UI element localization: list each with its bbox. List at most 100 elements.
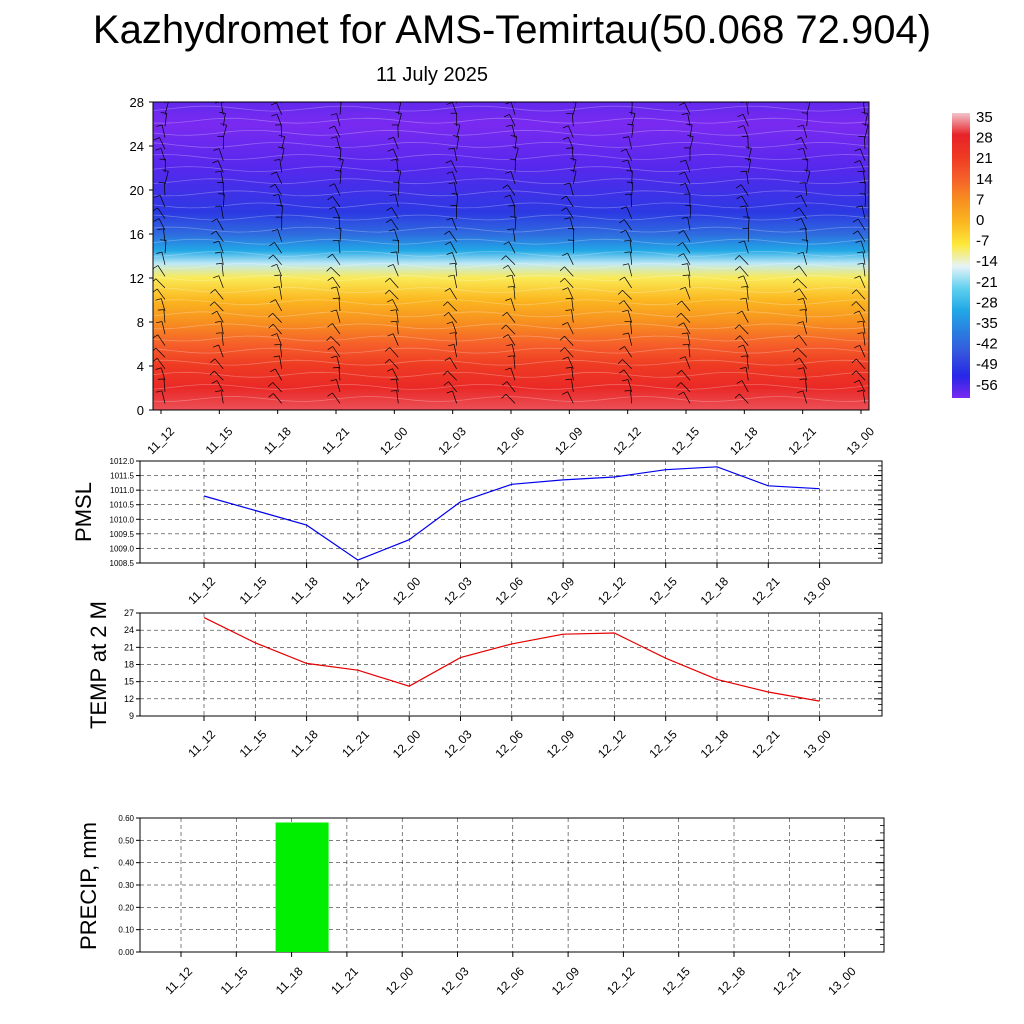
wind-barb-flag [446, 91, 451, 94]
wind-barb-flag [213, 148, 220, 151]
wind-barb [159, 194, 166, 208]
wind-barb [157, 334, 166, 346]
wind-barb [623, 300, 632, 312]
x-tick-label: 12_06 [492, 727, 526, 761]
wind-barb [743, 344, 749, 358]
wind-barb-flag [624, 251, 631, 253]
x-tick-label: 12_09 [549, 964, 583, 998]
wind-barb [681, 300, 691, 312]
wind-barb-flag [215, 263, 223, 265]
wind-barb [332, 346, 341, 358]
wind-barb-flag [270, 171, 277, 175]
wind-barb-flag [854, 148, 861, 152]
x-tick-label: 12_18 [698, 727, 732, 761]
wind-barb [625, 229, 633, 242]
x-tick-label: 12_09 [544, 574, 578, 608]
wind-barb [338, 367, 341, 381]
wind-barb-flag [559, 266, 565, 272]
wind-barb [567, 356, 574, 369]
wind-barb [860, 240, 866, 254]
wind-barb [806, 113, 809, 127]
wind-barb [397, 171, 402, 184]
wind-barb [164, 113, 168, 127]
wind-barb-flag [330, 309, 337, 313]
wind-barb [450, 241, 458, 254]
y-tick-label: 1010.0 [110, 515, 135, 524]
wind-barb-flag [617, 289, 623, 295]
wind-barb-flag [386, 219, 392, 223]
wind-barb [332, 392, 341, 404]
wind-barb-flag [504, 194, 511, 198]
wind-barb-flag [274, 274, 281, 276]
wind-barb [339, 159, 344, 173]
wind-barb [163, 182, 166, 196]
wind-barb [216, 218, 224, 231]
wind-barb [745, 298, 749, 312]
temperature-axis-label: TEMP at 2 M [86, 601, 111, 729]
wind-barb-flag [617, 359, 623, 365]
wind-barb-flag [215, 205, 222, 208]
wind-barb [687, 263, 691, 277]
wind-barb-flag [157, 228, 164, 230]
wind-barb [630, 390, 633, 404]
wind-barb [163, 309, 166, 323]
wind-barb-flag [153, 334, 158, 339]
wind-barb-flag [211, 218, 218, 223]
wind-barb [514, 148, 519, 161]
colorbar-label: -49 [976, 356, 998, 373]
wind-barb [572, 159, 577, 173]
wind-barb-flag [736, 310, 743, 315]
wind-barb [156, 288, 166, 300]
contour-line [153, 178, 869, 185]
x-tick-label: 12_12 [604, 964, 638, 998]
wind-barb [392, 264, 399, 277]
wind-barb-flag [213, 91, 219, 93]
wind-barb-flag [506, 344, 513, 347]
wind-barb-flag [330, 379, 337, 382]
wind-barb [330, 336, 341, 346]
wind-barb [452, 390, 458, 404]
wind-barb [220, 321, 224, 335]
wind-barb-flag [156, 251, 163, 254]
wind-barb [739, 335, 749, 346]
wind-barb-flag [386, 299, 393, 303]
x-tick-label: 12_21 [785, 424, 819, 458]
wind-barb [389, 347, 399, 358]
x-tick-label: 12_15 [646, 727, 680, 761]
wind-barb-flag [502, 184, 508, 189]
wind-barb-flag [448, 344, 455, 347]
wind-barb-flag [445, 241, 451, 246]
wind-barb [222, 125, 227, 138]
wind-barb [513, 286, 516, 300]
wind-barb-flag [155, 367, 162, 370]
wind-barb-flag [737, 275, 744, 279]
wind-barb [569, 217, 574, 231]
wind-barb [802, 125, 808, 138]
wind-barb [627, 310, 633, 323]
wind-barb-flag [268, 254, 274, 260]
wind-barb-flag [501, 324, 507, 330]
colorbar-label: -35 [976, 315, 998, 332]
wind-barb-flag [851, 289, 857, 294]
x-tick-label: 11_21 [339, 727, 372, 760]
wind-barb [507, 334, 516, 346]
wind-barb-flag [855, 240, 862, 243]
wind-barb-flag [387, 264, 394, 268]
wind-barb [858, 218, 866, 231]
wind-barb-flag [156, 321, 163, 324]
wind-barb-flag [795, 137, 802, 141]
x-tick-label: 12_03 [441, 574, 475, 608]
wind-barb-flag [332, 367, 339, 369]
wind-barb [627, 159, 633, 173]
wind-barb [161, 252, 166, 265]
wind-barb-flag [793, 334, 800, 339]
wind-barb-flag [682, 274, 689, 276]
wind-barb-flag [676, 312, 682, 318]
wind-barb-flag [274, 90, 280, 91]
wind-barb-flag [676, 370, 682, 375]
wind-barb [217, 160, 224, 173]
wind-barb [338, 297, 341, 312]
wind-barb-flag [273, 159, 280, 161]
wind-barb [566, 207, 574, 219]
wind-barb [689, 102, 691, 104]
